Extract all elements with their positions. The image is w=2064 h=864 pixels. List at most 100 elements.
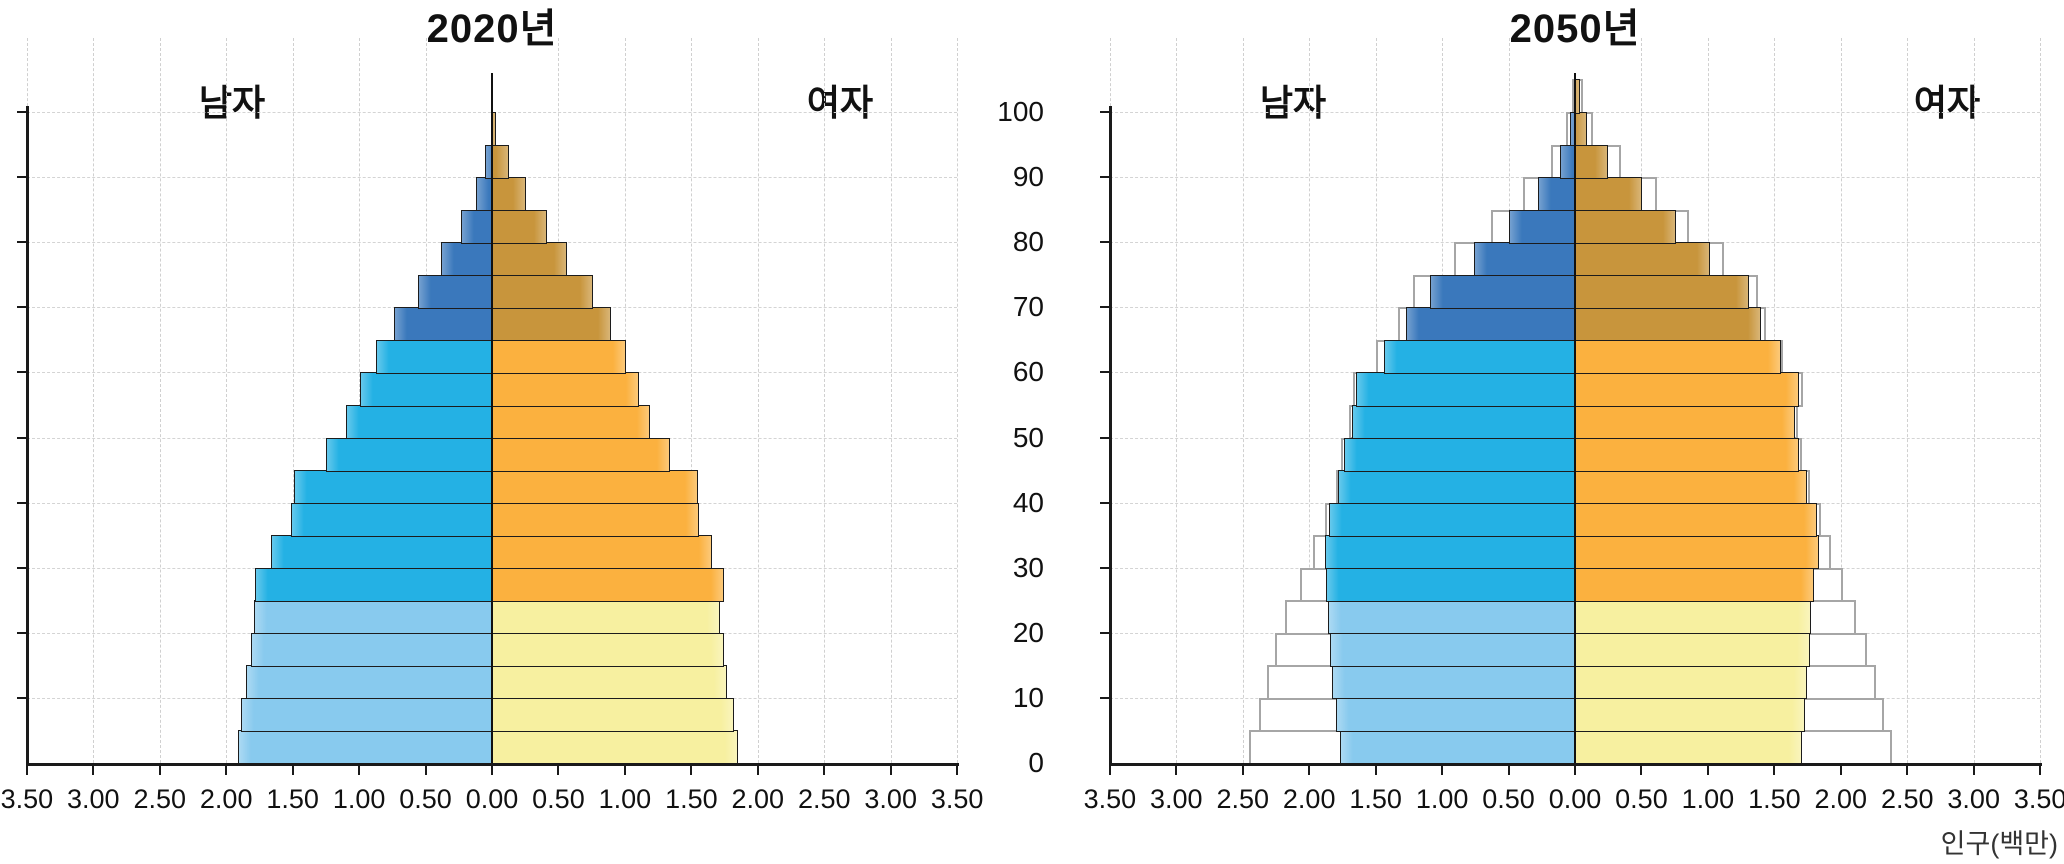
age-tick-label: 70 (1012, 291, 1044, 323)
female-label-2020: 여자 (806, 82, 874, 123)
y-axis-tick (17, 566, 26, 569)
gridline-vertical (1973, 38, 1975, 763)
x-axis-tick (623, 766, 626, 775)
bar-male-50-54 (345, 404, 493, 440)
bar-female-75-79 (492, 242, 568, 277)
x-tick-label: 0.50 (399, 784, 452, 814)
gridline-vertical (957, 38, 959, 763)
gridline-vertical (1907, 38, 1909, 763)
bar-male-70-74 (417, 274, 493, 309)
x-tick-label: 2.50 (1216, 784, 1270, 814)
bar-female-85-89 (492, 177, 527, 212)
center-divider-line (1574, 73, 1576, 763)
x-axis-tick (1374, 766, 1377, 775)
x-tick-label: 1.00 (1415, 784, 1469, 814)
bar-male-0-4 (1339, 730, 1576, 765)
x-axis-line (25, 763, 959, 766)
x-axis-tick (956, 766, 959, 775)
bar-male-65-69 (393, 307, 493, 342)
bar-female-0-4 (492, 730, 738, 765)
x-axis-tick (358, 766, 361, 775)
bar-male-75-79 (441, 242, 493, 277)
y-axis-tick (1100, 176, 1109, 179)
chart-title-2020: 2020년 (426, 7, 558, 51)
bar-male-20-24 (1327, 600, 1576, 635)
bar-male-5-9 (240, 697, 493, 733)
gridline-vertical (1176, 38, 1178, 763)
x-tick-label: 1.00 (1681, 784, 1735, 814)
bar-male-55-59 (1355, 372, 1576, 407)
x-axis-tick (491, 766, 493, 775)
bar-male-5-9 (1335, 697, 1576, 733)
bar-female-5-9 (492, 697, 734, 733)
gridline-vertical (359, 38, 361, 763)
x-axis-line (1108, 763, 2042, 766)
bar-female-0-4 (1575, 730, 1802, 765)
bar-female-70-74 (492, 274, 593, 309)
bar-male-15-19 (251, 632, 493, 667)
x-axis-tick (1706, 766, 1709, 775)
x-tick-label: 0.50 (1482, 784, 1535, 814)
bar-female-10-14 (492, 665, 727, 700)
x-tick-label: 1.50 (665, 784, 718, 814)
bar-female-35-39 (1575, 502, 1817, 537)
bar-male-15-19 (1330, 632, 1576, 667)
y-axis-tick (1100, 436, 1109, 439)
x-axis-tick (1507, 766, 1510, 775)
y-axis-tick (17, 176, 26, 179)
bar-male-60-64 (376, 339, 493, 374)
x-tick-label: 3.00 (864, 784, 917, 814)
y-axis-spine (25, 106, 29, 766)
gridline-vertical (1242, 38, 1244, 763)
bar-male-55-59 (360, 372, 493, 407)
gridline-vertical (691, 38, 693, 763)
age-tick-label: 40 (1012, 486, 1044, 518)
x-axis-tick (1574, 766, 1576, 775)
x-axis-tick (1972, 766, 1975, 775)
age-tick-label: 50 (1012, 421, 1044, 453)
bar-male-45-49 (1343, 437, 1576, 472)
x-axis-tick (2039, 766, 2042, 775)
bar-male-10-14 (246, 665, 493, 700)
bar-male-30-34 (1325, 535, 1576, 570)
y-axis-tick (17, 436, 26, 439)
y-axis-tick (17, 306, 26, 309)
y-axis-tick (1100, 241, 1109, 244)
x-axis-unit-label: 인구(백만) (1940, 829, 2058, 859)
x-axis-tick (756, 766, 759, 775)
x-tick-label: 2.00 (199, 784, 253, 814)
x-tick-label: 2.00 (1282, 784, 1336, 814)
gridline-vertical (226, 38, 228, 763)
x-axis-tick (291, 766, 294, 775)
bar-female-85-89 (1575, 177, 1643, 212)
y-axis-tick (17, 631, 26, 634)
x-axis-tick (690, 766, 693, 775)
x-axis-tick (158, 766, 161, 775)
x-tick-label: 2.00 (1814, 784, 1868, 814)
bar-female-15-19 (492, 632, 725, 667)
bar-male-80-84 (461, 209, 493, 244)
age-tick-label: 80 (1012, 226, 1044, 258)
bar-male-25-29 (255, 567, 493, 602)
x-axis-tick (1308, 766, 1311, 775)
bar-female-90-94 (1575, 144, 1608, 179)
x-tick-label: 1.00 (332, 784, 386, 814)
gridline-vertical (757, 38, 759, 763)
bar-female-15-19 (1575, 632, 1810, 667)
bar-female-90-94 (492, 144, 509, 179)
x-axis-tick (557, 766, 560, 775)
bar-male-80-84 (1508, 209, 1576, 244)
x-axis-tick (92, 766, 95, 775)
y-axis-spine (1108, 106, 1112, 766)
bar-female-40-44 (1575, 470, 1808, 505)
y-axis-tick (1100, 306, 1109, 309)
bar-female-65-69 (492, 307, 612, 342)
bar-male-30-34 (271, 535, 493, 570)
bar-female-20-24 (492, 600, 721, 635)
y-axis-tick (17, 241, 26, 244)
bar-male-65-69 (1406, 307, 1576, 342)
bar-male-85-89 (1537, 177, 1576, 212)
x-axis-tick (889, 766, 892, 775)
gridline-vertical (1840, 38, 1842, 763)
